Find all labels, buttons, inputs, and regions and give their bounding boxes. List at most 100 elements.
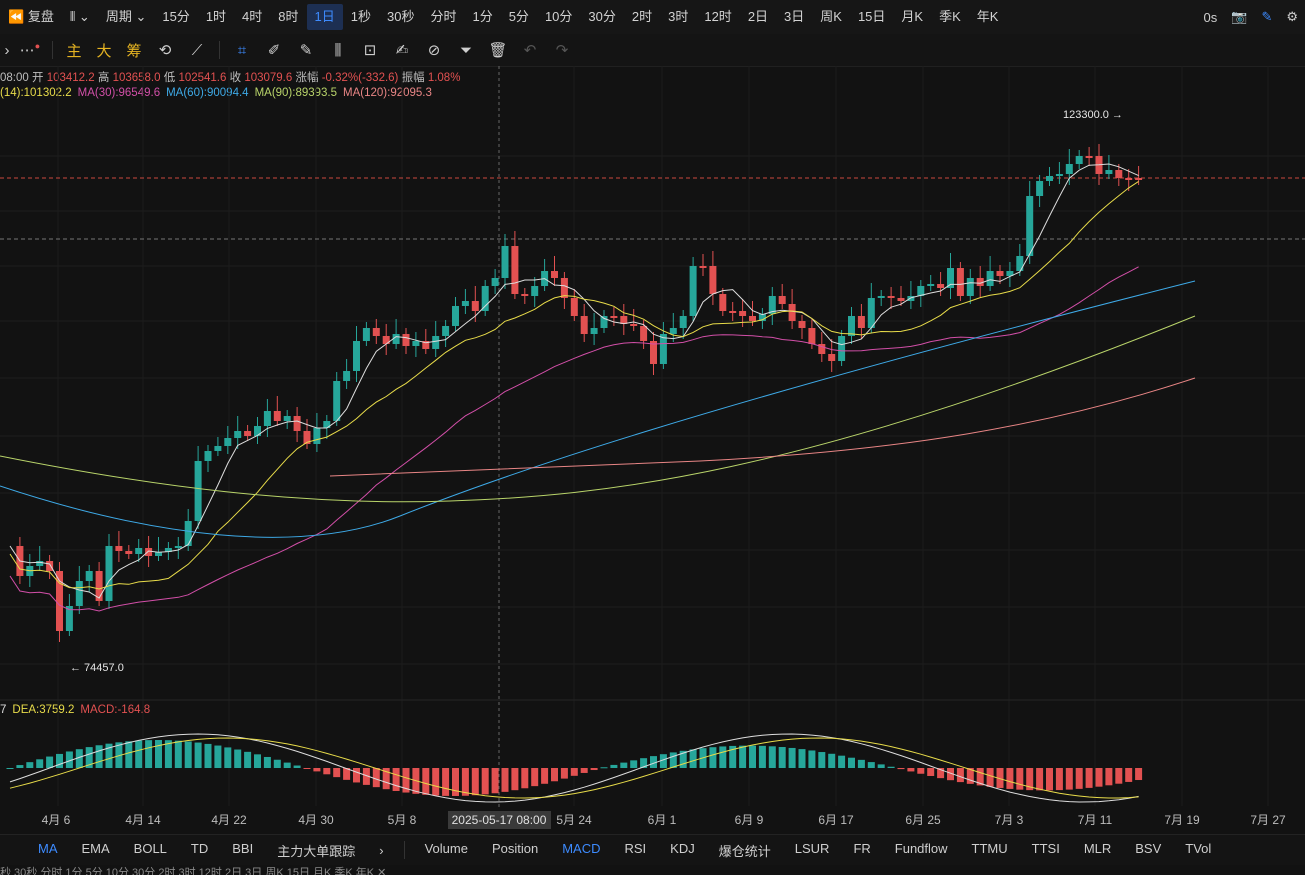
macd-bar xyxy=(402,768,410,793)
settings-icon[interactable]: ⚙ xyxy=(1286,9,1298,24)
candle-body xyxy=(234,431,242,438)
interval-tab[interactable]: 1日 xyxy=(306,4,343,30)
interval-tab[interactable]: 15日 xyxy=(857,9,886,24)
more-icon[interactable]: ⋯● xyxy=(19,41,41,59)
candle-type-button[interactable]: ⫴ ⌄ xyxy=(69,9,90,24)
candle-body xyxy=(254,426,261,436)
macd-bar xyxy=(1065,768,1073,790)
interval-tab[interactable]: 1秒 xyxy=(350,9,371,24)
sub-indicator-tab[interactable]: 爆仓统计 xyxy=(718,843,771,859)
replay-button[interactable]: ⏪ 复盘 xyxy=(8,9,54,24)
sub-indicator-tab[interactable]: LSUR xyxy=(794,840,830,856)
select-tool-icon[interactable]: ⌗ xyxy=(237,41,247,59)
main-indicator-tab[interactable]: BBI xyxy=(232,840,254,856)
interval-tab[interactable]: 5分 xyxy=(508,9,529,24)
magnet-icon[interactable]: ⊘ xyxy=(427,42,441,59)
interval-tab[interactable]: 12时 xyxy=(704,9,732,24)
sub-indicator-tab[interactable]: Fundflow xyxy=(894,840,948,856)
interval-tab[interactable]: 周K xyxy=(820,9,842,24)
period-dropdown[interactable]: 周期 ⌄ xyxy=(105,9,147,24)
macd-bar xyxy=(907,768,915,772)
candle-body xyxy=(867,298,875,328)
main-indicator-tab[interactable]: 主力大单跟踪 xyxy=(277,843,356,859)
interval-tab[interactable]: 4时 xyxy=(242,9,263,24)
sub-indicator-tab[interactable]: KDJ xyxy=(670,840,695,856)
main-indicator-tab[interactable]: TD xyxy=(190,840,209,856)
sub-indicator-tab[interactable]: TTMU xyxy=(971,840,1008,856)
interval-tab[interactable]: 分时 xyxy=(430,9,457,24)
macd-bar xyxy=(857,759,865,768)
interval-tab[interactable]: 年K xyxy=(976,9,999,24)
macd-legend: 7 DEA:3759.2 MACD:-164.8 xyxy=(0,704,156,716)
sub-indicator-tab[interactable]: MLR xyxy=(1083,840,1112,856)
trash-icon[interactable]: 🗑 xyxy=(488,42,508,59)
camera-icon[interactable]: 📷 xyxy=(1231,9,1248,24)
interval-tab[interactable]: 3日 xyxy=(784,9,805,24)
macd-bar xyxy=(184,741,192,768)
macd-bar xyxy=(85,747,93,768)
interval-tab[interactable]: 3时 xyxy=(668,9,689,24)
ma30-line xyxy=(9,266,1139,612)
sub-indicator-tab[interactable]: TVol xyxy=(1185,840,1212,856)
macd-bar xyxy=(570,768,578,776)
candle-body xyxy=(125,551,133,554)
sub-indicator-tab[interactable]: FR xyxy=(853,840,871,856)
measure-icon[interactable]: ⟋ xyxy=(191,41,203,59)
candle-body xyxy=(135,548,143,554)
main-indicator-tab[interactable]: EMA xyxy=(81,840,110,856)
sub-indicator-tab[interactable]: BSV xyxy=(1135,840,1162,856)
macd-bar xyxy=(729,745,737,768)
indicator-toggle[interactable]: 大 xyxy=(96,42,112,60)
ma-legend-item: MA(60):90094.4 xyxy=(166,87,249,99)
sync-icon[interactable]: ⟲ xyxy=(158,42,172,59)
interval-tab[interactable]: 15分 xyxy=(162,9,190,24)
sub-indicator-tab[interactable]: MACD xyxy=(562,840,601,856)
interval-tab[interactable]: 1时 xyxy=(205,9,227,24)
interval-tab[interactable]: 30分 xyxy=(588,9,616,24)
macd-bar xyxy=(511,768,519,791)
macd-bar xyxy=(333,768,341,778)
candle-body xyxy=(303,431,311,444)
macd-bar xyxy=(719,746,727,768)
sub-indicator-tab[interactable]: Volume xyxy=(424,840,468,856)
interval-tab[interactable]: 月K xyxy=(901,9,924,24)
indicator-toggle[interactable]: 筹 xyxy=(126,42,142,60)
candle-body xyxy=(560,278,568,298)
interval-tab[interactable]: 1分 xyxy=(472,9,493,24)
pen-icon[interactable]: ✎ xyxy=(1261,9,1273,24)
interval-tab[interactable]: 季K xyxy=(939,9,961,24)
macd-bar xyxy=(343,768,351,780)
candle-body xyxy=(1016,256,1024,271)
ma14-line xyxy=(9,180,1139,590)
candle-body xyxy=(630,324,638,326)
interval-tab[interactable]: 30秒 xyxy=(386,9,415,24)
main-indicator-tab[interactable]: BOLL xyxy=(133,840,167,856)
sub-indicator-tab[interactable]: TTSI xyxy=(1031,840,1060,856)
macd-bar xyxy=(788,747,796,768)
interval-tab[interactable]: 10分 xyxy=(544,9,573,24)
brush-icon[interactable]: ✎ xyxy=(299,42,313,59)
x-tick-label: 7月 3 xyxy=(995,813,1024,827)
macd-bar xyxy=(966,768,974,784)
candle-body xyxy=(521,294,529,296)
filter-icon[interactable]: ⏷ xyxy=(459,41,472,59)
price-chart[interactable]: 123300.0 → ← 74457.0 4月 6 4月 14 4月 22 4月 30 5月… xyxy=(0,66,1305,834)
interval-tab[interactable]: 8时 xyxy=(278,9,299,24)
indicator-toggle[interactable]: 主 xyxy=(66,42,82,60)
note-icon[interactable]: ✍ xyxy=(395,42,409,59)
interval-tab[interactable]: 2日 xyxy=(747,9,769,24)
lock-icon[interactable]: ⊡ xyxy=(363,42,377,59)
undo-icon[interactable]: ↶ xyxy=(523,42,537,59)
main-indicator-tab[interactable]: MA xyxy=(38,840,58,856)
candle-body xyxy=(174,546,182,548)
interval-tab[interactable]: 2时 xyxy=(631,9,653,24)
redo-icon[interactable]: ↷ xyxy=(555,42,569,59)
sub-indicator-tab[interactable]: Position xyxy=(491,840,539,856)
expand-icon[interactable]: › xyxy=(379,842,384,858)
ruler-icon[interactable]: ✐ xyxy=(267,42,281,59)
sub-indicator-tab[interactable]: RSI xyxy=(624,840,647,856)
candle-body xyxy=(1085,156,1093,158)
candle-body xyxy=(749,316,756,321)
pattern-icon[interactable]: ⫼ xyxy=(334,41,342,59)
collapse-icon[interactable]: › xyxy=(4,41,10,59)
